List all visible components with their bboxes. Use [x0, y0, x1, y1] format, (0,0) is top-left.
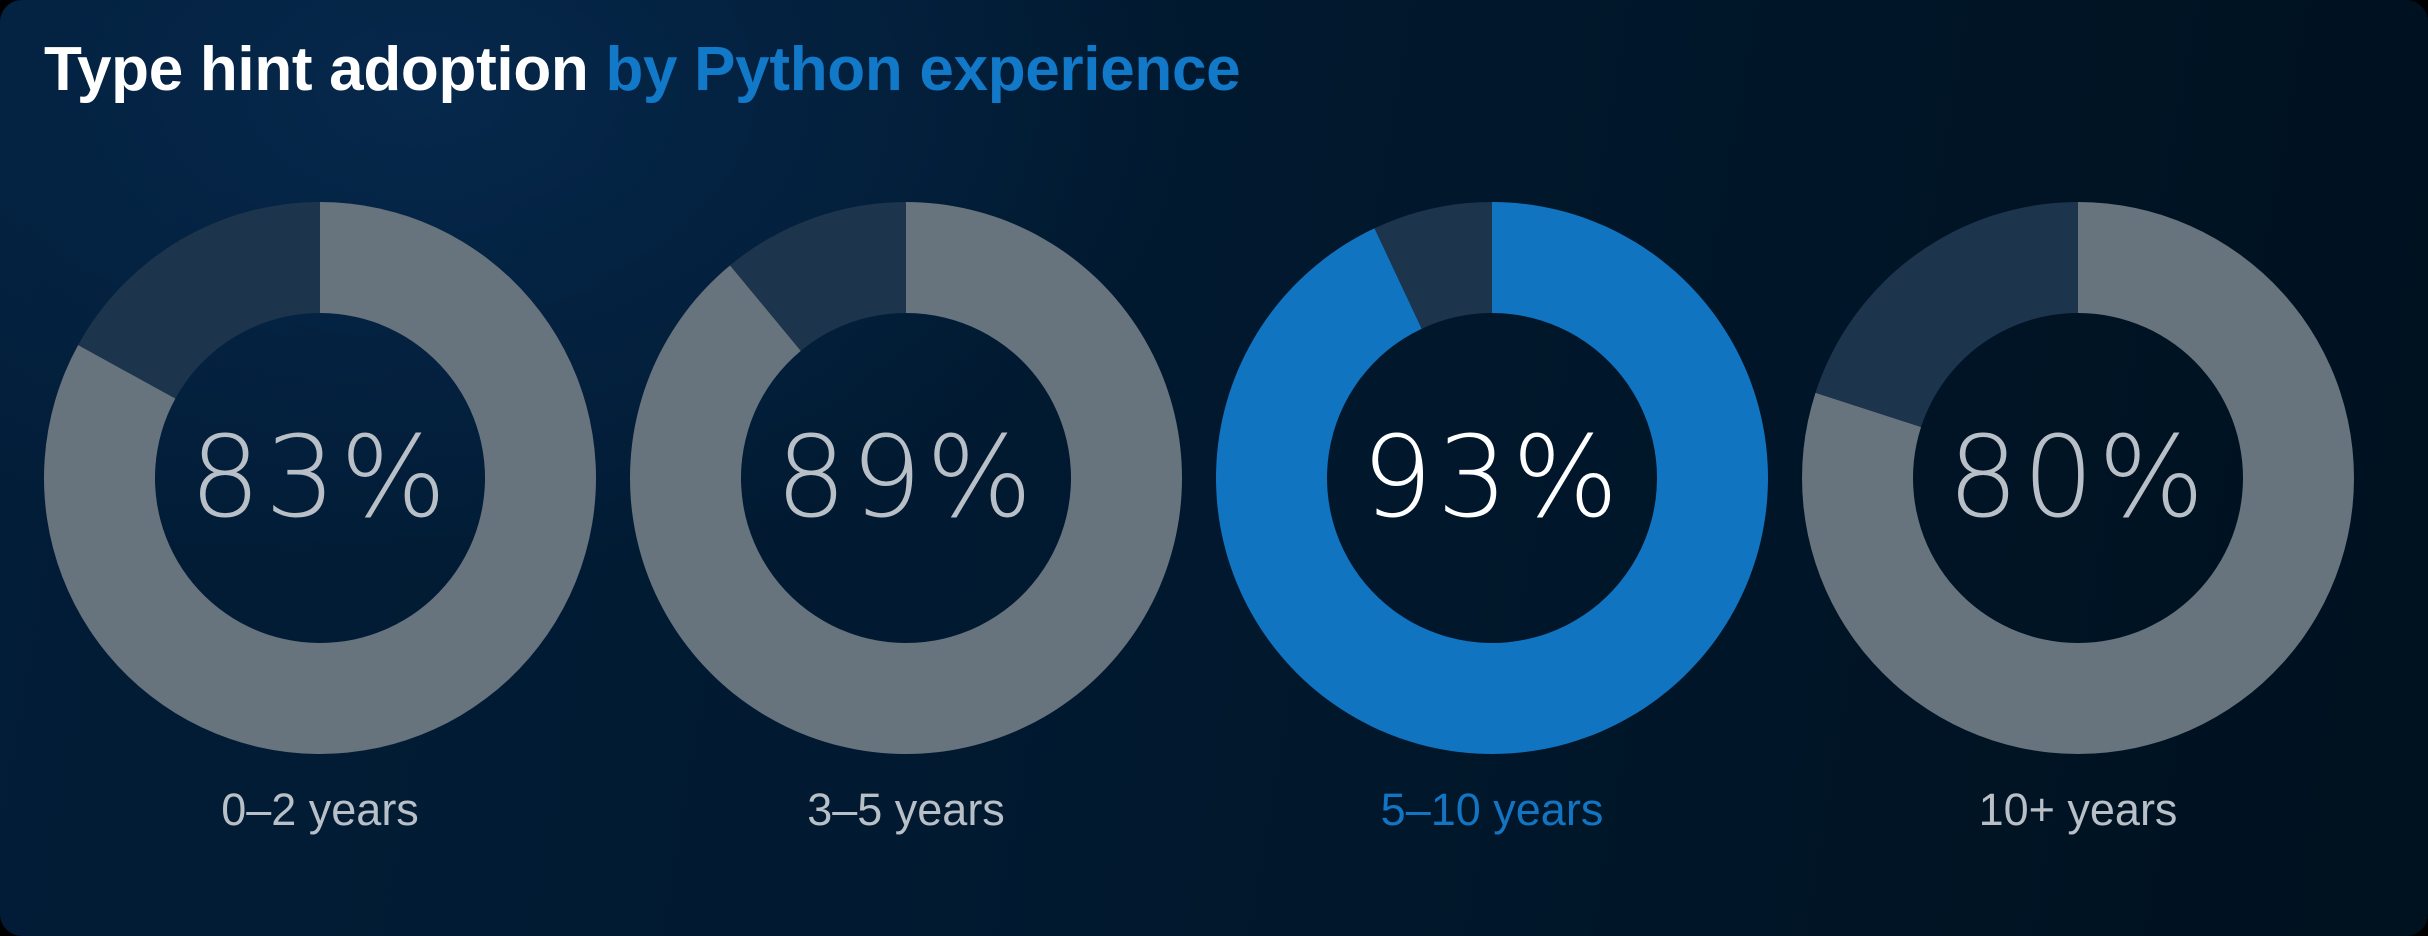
donut-segment-filled [1802, 202, 2354, 754]
donut-segment-filled [630, 202, 1182, 754]
donut-ring [1216, 202, 1768, 754]
donut-ring [630, 202, 1182, 754]
donut-segment-remaining [1374, 202, 1492, 329]
donut-chart-10-plus-years: 80% [1802, 202, 2354, 754]
donut-percentage: 83% [189, 413, 451, 543]
donut-segment-remaining [78, 202, 320, 399]
donut-ring [44, 202, 596, 754]
title-main: Type hint adoption [44, 35, 589, 104]
donut-percentage: 89% [775, 413, 1037, 543]
donut-label: 5–10 years [1380, 784, 1604, 835]
donut-segment-filled [44, 202, 596, 754]
donut-label: 10+ years [1978, 784, 2178, 835]
donut-label: 0–2 years [221, 784, 419, 835]
donut-percentage: 93% [1361, 413, 1623, 543]
donut-label: 3–5 years [807, 784, 1005, 835]
donut-segment-filled [1216, 202, 1768, 754]
donut-chart-0-2-years: 83% [44, 202, 596, 754]
title-accent: by Python experience [605, 35, 1241, 104]
donut-segment-remaining [1815, 202, 2078, 428]
donut-percentage: 80% [1947, 413, 2209, 543]
donut-chart-5-10-years: 93% [1216, 202, 1768, 754]
donut-chart-3-5-years: 89% [630, 202, 1182, 754]
chart-title: Type hint adoption by Python experience [44, 34, 1241, 105]
donut-ring [1802, 202, 2354, 754]
donut-segment-remaining [730, 202, 906, 351]
